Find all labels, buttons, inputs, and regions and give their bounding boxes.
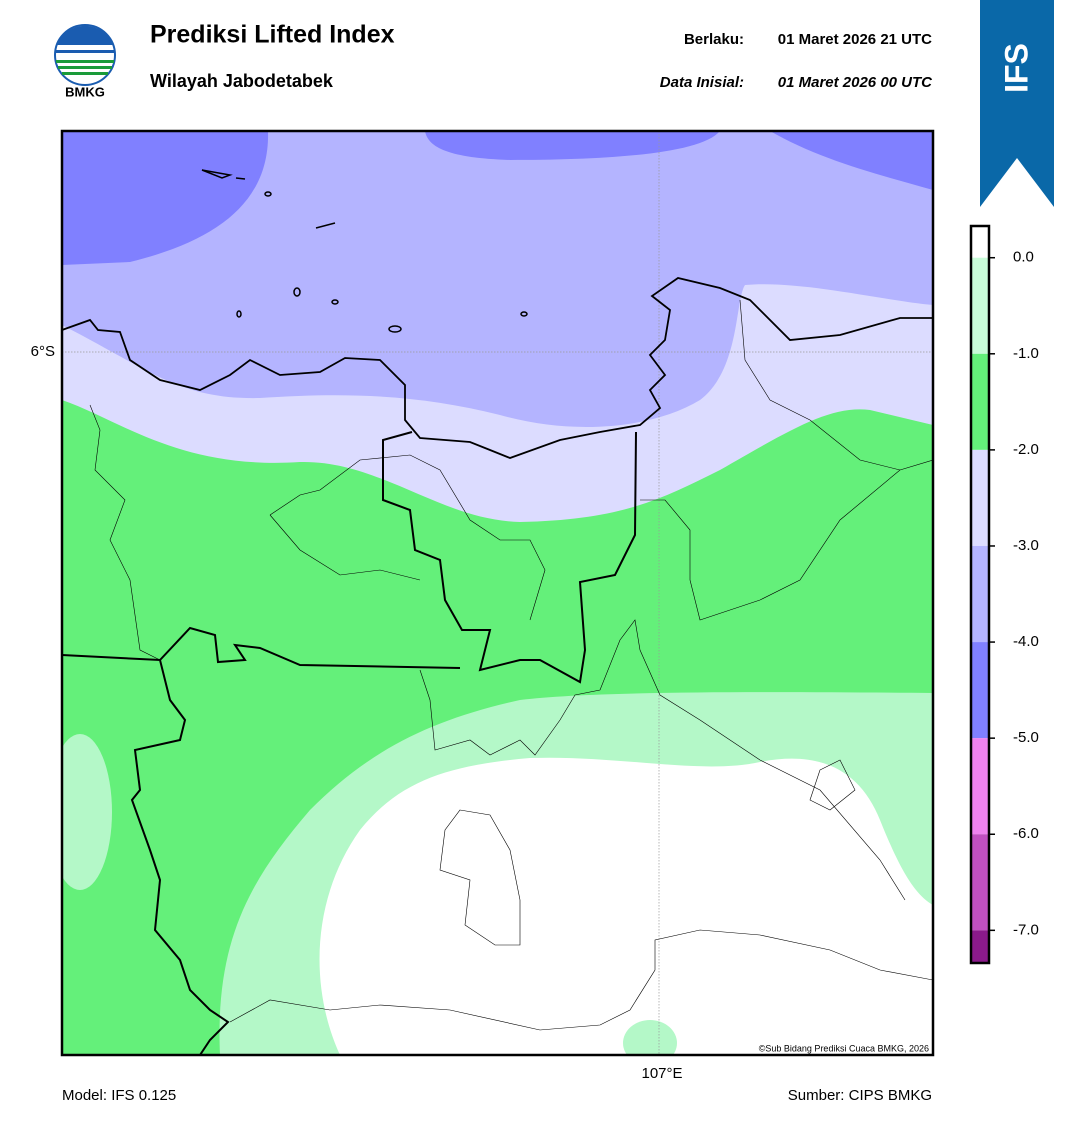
colorbar: 0.0 -1.0 -2.0 -3.0 -4.0 -5.0 -6.0 -7.0 (969, 224, 1039, 965)
colorbar-bin (971, 834, 989, 931)
lat-label: 6°S (31, 343, 55, 360)
colorbar-tick-label: 0.0 (1013, 249, 1034, 266)
colorbar-bin (971, 449, 989, 546)
title: Prediksi Lifted Index (150, 21, 395, 49)
colorbar-tick-label: -6.0 (1013, 825, 1039, 842)
valid-time: 01 Maret 2026 21 UTC (778, 31, 932, 48)
colorbar-tick-label: -5.0 (1013, 729, 1039, 746)
colorbar-tick-label: -2.0 (1013, 441, 1039, 458)
colorbar-bin (971, 353, 989, 450)
init-label: Data Inisial: (660, 74, 744, 91)
colorbar-bin (971, 930, 989, 963)
subtitle: Wilayah Jabodetabek (150, 71, 334, 91)
colorbar-frame (969, 224, 991, 965)
colorbar-bin (971, 257, 989, 354)
init-time: 01 Maret 2026 00 UTC (778, 74, 933, 91)
logo-text: BMKG (65, 84, 105, 99)
colorbar-bin (971, 642, 989, 739)
badge (980, 0, 1054, 207)
footer-model: Model: IFS 0.125 (62, 1087, 176, 1104)
colorbar-tick-label: -3.0 (1013, 537, 1039, 554)
colorbar-tick-label: -4.0 (1013, 633, 1039, 650)
map-credit: ©Sub Bidang Prediksi Cuaca BMKG, 2026 (759, 1043, 929, 1053)
map-frame (60, 129, 935, 1057)
colorbar-bin (971, 738, 989, 835)
footer-source: Sumber: CIPS BMKG (788, 1087, 932, 1104)
colorbar-bin (971, 545, 989, 643)
lon-label: 107°E (641, 1065, 682, 1082)
colorbar-tick-label: -1.0 (1013, 345, 1039, 362)
map: ©Sub Bidang Prediksi Cuaca BMKG, 2026 (62, 131, 933, 1055)
logo: BMKG (54, 24, 116, 99)
colorbar-bin (971, 226, 989, 258)
colorbar-tick-label: -7.0 (1013, 921, 1039, 938)
valid-label: Berlaku: (684, 31, 744, 48)
badge-text: IFS (998, 43, 1034, 93)
